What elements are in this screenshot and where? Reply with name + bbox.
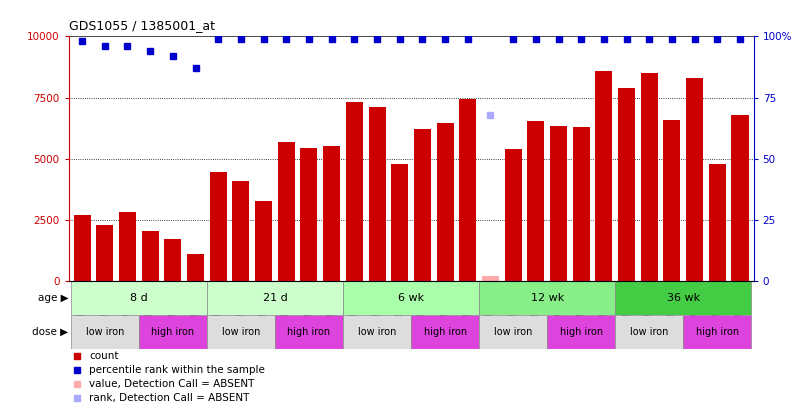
Bar bbox=[187, 254, 204, 281]
Bar bbox=[437, 123, 454, 281]
Text: 21 d: 21 d bbox=[263, 293, 287, 303]
Bar bbox=[663, 119, 680, 281]
Text: high iron: high iron bbox=[152, 327, 194, 337]
Text: percentile rank within the sample: percentile rank within the sample bbox=[89, 365, 265, 375]
Text: 12 wk: 12 wk bbox=[530, 293, 564, 303]
Text: 6 wk: 6 wk bbox=[398, 293, 424, 303]
Bar bbox=[686, 78, 703, 281]
Text: 36 wk: 36 wk bbox=[667, 293, 700, 303]
Bar bbox=[505, 149, 521, 281]
Bar bbox=[596, 70, 613, 281]
Text: low iron: low iron bbox=[222, 327, 260, 337]
Bar bbox=[119, 213, 136, 281]
Bar bbox=[615, 281, 751, 315]
Bar bbox=[346, 102, 363, 281]
Bar bbox=[343, 315, 411, 349]
Bar bbox=[547, 315, 615, 349]
Text: dose ▶: dose ▶ bbox=[32, 327, 69, 337]
Bar bbox=[683, 315, 751, 349]
Bar bbox=[343, 281, 479, 315]
Bar bbox=[232, 181, 249, 281]
Text: high iron: high iron bbox=[288, 327, 330, 337]
Bar bbox=[207, 315, 275, 349]
Bar bbox=[71, 281, 207, 315]
Bar bbox=[482, 276, 499, 281]
Bar bbox=[732, 115, 749, 281]
Text: age ▶: age ▶ bbox=[38, 293, 69, 303]
Bar bbox=[527, 121, 544, 281]
Text: high iron: high iron bbox=[696, 327, 739, 337]
Bar bbox=[459, 99, 476, 281]
Bar bbox=[210, 172, 226, 281]
Bar bbox=[207, 281, 343, 315]
Bar bbox=[708, 164, 726, 281]
Bar bbox=[164, 239, 181, 281]
Bar bbox=[641, 73, 658, 281]
Bar bbox=[139, 315, 207, 349]
Bar bbox=[411, 315, 479, 349]
Bar bbox=[71, 315, 139, 349]
Text: low iron: low iron bbox=[494, 327, 532, 337]
Text: rank, Detection Call = ABSENT: rank, Detection Call = ABSENT bbox=[89, 393, 249, 403]
Text: count: count bbox=[89, 351, 118, 360]
Text: 8 d: 8 d bbox=[130, 293, 147, 303]
Bar bbox=[301, 148, 318, 281]
Bar bbox=[323, 147, 340, 281]
Bar bbox=[275, 315, 343, 349]
Text: low iron: low iron bbox=[630, 327, 668, 337]
Text: high iron: high iron bbox=[559, 327, 603, 337]
Bar bbox=[479, 281, 615, 315]
Bar bbox=[618, 88, 635, 281]
Bar bbox=[479, 315, 547, 349]
Bar bbox=[391, 164, 408, 281]
Text: value, Detection Call = ABSENT: value, Detection Call = ABSENT bbox=[89, 379, 255, 389]
Bar bbox=[73, 215, 90, 281]
Bar bbox=[368, 107, 385, 281]
Bar bbox=[255, 201, 272, 281]
Text: GDS1055 / 1385001_at: GDS1055 / 1385001_at bbox=[69, 19, 214, 32]
Bar bbox=[96, 225, 114, 281]
Text: low iron: low iron bbox=[358, 327, 397, 337]
Text: low iron: low iron bbox=[85, 327, 124, 337]
Bar bbox=[414, 129, 431, 281]
Bar bbox=[615, 315, 683, 349]
Text: high iron: high iron bbox=[423, 327, 467, 337]
Bar bbox=[573, 127, 590, 281]
Bar bbox=[550, 126, 567, 281]
Bar bbox=[142, 231, 159, 281]
Bar bbox=[278, 142, 295, 281]
